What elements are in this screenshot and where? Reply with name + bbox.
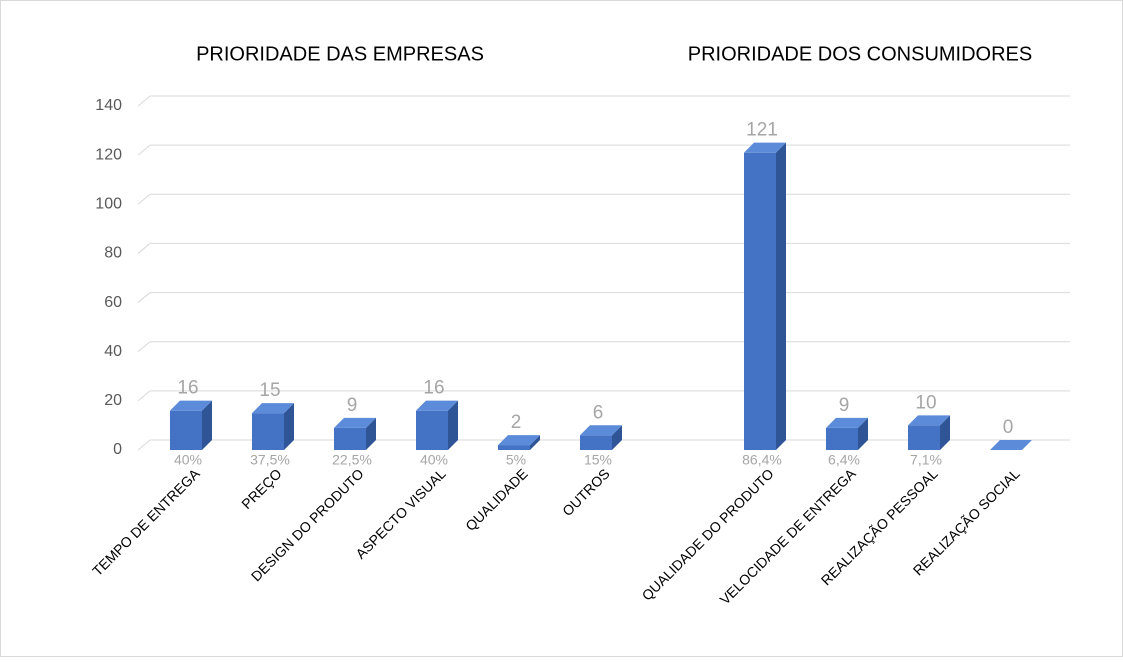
bar-top <box>334 417 376 428</box>
y-tick-label: 60 <box>104 294 122 311</box>
bar <box>908 415 950 450</box>
y-tick-label: 40 <box>104 343 122 360</box>
bar <box>990 440 1032 450</box>
bar-side <box>448 400 458 450</box>
bar-top <box>908 415 950 426</box>
bar <box>170 400 212 450</box>
bar-front <box>170 410 202 450</box>
bar-top <box>826 417 868 428</box>
share-label: 5% <box>506 452 526 468</box>
share-label: 22,5% <box>332 452 372 468</box>
value-label: 16 <box>177 378 198 399</box>
share-label: 37,5% <box>250 452 290 468</box>
y-tick-label: 140 <box>95 97 122 114</box>
bar <box>580 425 622 450</box>
bar-top <box>252 403 294 414</box>
bar <box>334 417 376 450</box>
grid-line <box>137 243 151 254</box>
bar <box>498 435 540 450</box>
value-label: 2 <box>511 412 522 433</box>
y-tick-label: 120 <box>95 146 122 163</box>
value-label: 10 <box>915 392 936 413</box>
value-label: 9 <box>347 395 358 416</box>
value-label: 0 <box>1003 417 1014 438</box>
value-label: 15 <box>259 380 280 401</box>
bar-side <box>612 425 622 450</box>
value-label: 9 <box>839 395 850 416</box>
share-label: 6,4% <box>828 452 860 468</box>
share-label: 7,1% <box>910 452 942 468</box>
bar-front <box>826 427 858 450</box>
share-label: 40% <box>420 452 448 468</box>
bar-top <box>416 400 458 411</box>
group-title: PRIORIDADE DOS CONSUMIDORES <box>688 43 1032 65</box>
bar <box>416 400 458 450</box>
bar-side <box>202 400 212 450</box>
bar-top <box>744 142 786 153</box>
grid-line <box>137 95 151 107</box>
y-tick-label: 80 <box>104 245 122 262</box>
bar-side <box>858 417 868 450</box>
bar-side <box>776 142 786 450</box>
bar-side <box>530 435 540 450</box>
bar-front <box>416 410 448 450</box>
bar-front <box>252 413 284 450</box>
bar-front <box>908 425 940 450</box>
grid-line <box>137 341 151 353</box>
share-label: 40% <box>174 452 202 468</box>
grid-line <box>137 439 151 451</box>
share-label: 15% <box>584 452 612 468</box>
grid-line <box>137 193 151 205</box>
value-label: 6 <box>593 402 604 423</box>
bar-front <box>498 445 530 450</box>
grid-line <box>137 292 151 303</box>
bar-top <box>170 400 212 411</box>
bar-top <box>990 440 1032 450</box>
bar-top <box>580 425 622 436</box>
bar <box>252 403 294 450</box>
y-tick-label: 100 <box>95 196 122 213</box>
group-title: PRIORIDADE DAS EMPRESAS <box>196 43 484 65</box>
grid-line <box>137 390 151 402</box>
bar-front <box>334 427 366 450</box>
bar-front <box>744 152 776 450</box>
bar-side <box>284 403 294 450</box>
bar <box>826 417 868 450</box>
value-label: 121 <box>746 120 778 141</box>
bar-side <box>940 415 950 450</box>
bar-top <box>498 435 540 446</box>
bar-side <box>366 417 376 450</box>
bar-front <box>580 435 612 450</box>
y-tick-label: 0 <box>113 441 122 458</box>
y-tick-label: 20 <box>104 392 122 409</box>
bar <box>744 142 786 450</box>
share-label: 86,4% <box>742 452 782 468</box>
grid-line <box>137 144 151 156</box>
value-label: 16 <box>423 378 444 399</box>
